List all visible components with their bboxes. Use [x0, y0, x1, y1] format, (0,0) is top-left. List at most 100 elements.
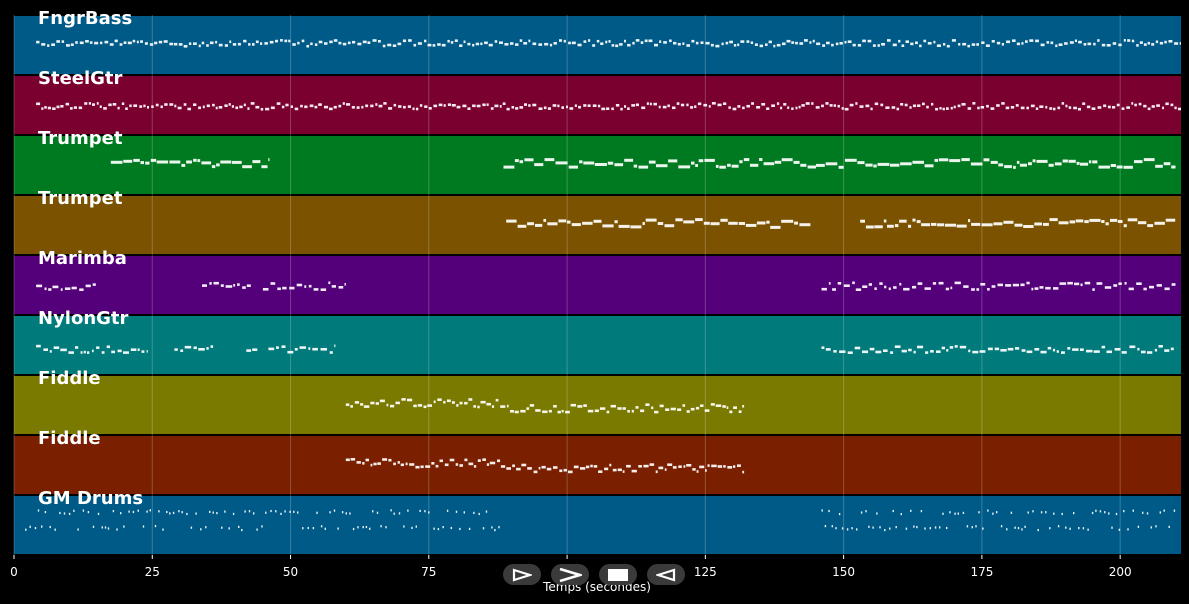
note — [320, 348, 327, 351]
note — [857, 44, 862, 47]
note — [980, 283, 986, 286]
note — [242, 286, 246, 289]
note — [206, 104, 210, 108]
note — [183, 45, 188, 48]
note — [1067, 347, 1071, 350]
note — [544, 42, 549, 46]
note — [351, 106, 355, 109]
play-button[interactable] — [503, 564, 541, 585]
note — [164, 103, 168, 106]
note — [241, 529, 243, 532]
note — [202, 284, 207, 287]
note — [331, 285, 336, 288]
note — [627, 43, 631, 47]
note — [1088, 160, 1092, 164]
note — [1052, 348, 1056, 352]
note — [1069, 220, 1076, 224]
note — [275, 510, 277, 513]
note — [276, 102, 281, 105]
note — [933, 40, 936, 44]
note — [365, 525, 368, 529]
note — [450, 41, 454, 44]
note — [265, 511, 267, 514]
note — [862, 285, 868, 288]
note — [859, 105, 864, 108]
note — [280, 512, 282, 515]
note — [980, 106, 985, 109]
note — [378, 40, 381, 43]
note — [889, 527, 891, 530]
note — [515, 107, 519, 110]
note — [313, 288, 319, 291]
note — [166, 510, 168, 514]
note — [899, 282, 902, 286]
note — [36, 40, 40, 44]
note — [992, 512, 994, 515]
note — [612, 468, 617, 472]
note — [1155, 164, 1163, 168]
note — [486, 402, 491, 406]
note — [233, 284, 236, 287]
note — [1005, 284, 1012, 287]
note — [87, 511, 90, 514]
note — [1099, 510, 1102, 513]
note — [593, 465, 598, 468]
note — [97, 512, 100, 515]
back-icon — [656, 568, 676, 581]
note — [73, 509, 75, 512]
note — [188, 42, 192, 45]
note — [680, 103, 685, 107]
note — [450, 526, 452, 530]
forward-button[interactable] — [551, 564, 589, 585]
note — [299, 346, 306, 349]
note — [983, 158, 990, 162]
note — [206, 44, 209, 47]
note — [614, 163, 624, 167]
note — [849, 103, 854, 107]
note — [174, 104, 177, 108]
note — [417, 404, 423, 407]
note — [324, 527, 326, 530]
note — [224, 104, 228, 107]
note — [705, 469, 707, 472]
note — [862, 350, 869, 354]
note — [1054, 162, 1062, 166]
note — [722, 405, 726, 408]
note — [563, 39, 566, 43]
note — [711, 102, 716, 105]
note — [1149, 285, 1154, 289]
note — [737, 464, 741, 467]
note — [107, 527, 110, 530]
note — [425, 465, 431, 468]
note — [320, 525, 323, 528]
note — [281, 105, 285, 109]
note — [659, 404, 664, 408]
note — [1141, 350, 1146, 354]
track-label: GM Drums — [38, 488, 143, 509]
note — [865, 163, 873, 167]
note — [809, 41, 812, 44]
note — [169, 42, 174, 46]
note — [695, 218, 703, 222]
note — [987, 347, 993, 351]
note — [428, 107, 432, 110]
back-button[interactable] — [647, 564, 685, 585]
note — [1142, 511, 1144, 514]
note — [943, 43, 946, 46]
note — [1053, 512, 1055, 515]
note — [1073, 106, 1077, 110]
note — [1046, 41, 1050, 44]
note — [582, 221, 593, 225]
note — [174, 348, 178, 351]
stop-button[interactable] — [599, 564, 637, 585]
note — [225, 285, 233, 288]
note — [844, 158, 857, 162]
note — [1134, 103, 1137, 107]
note — [742, 470, 745, 474]
note — [482, 103, 486, 107]
note — [617, 407, 622, 410]
note — [439, 459, 443, 463]
note — [643, 464, 649, 468]
note — [345, 458, 350, 462]
note — [79, 41, 84, 45]
